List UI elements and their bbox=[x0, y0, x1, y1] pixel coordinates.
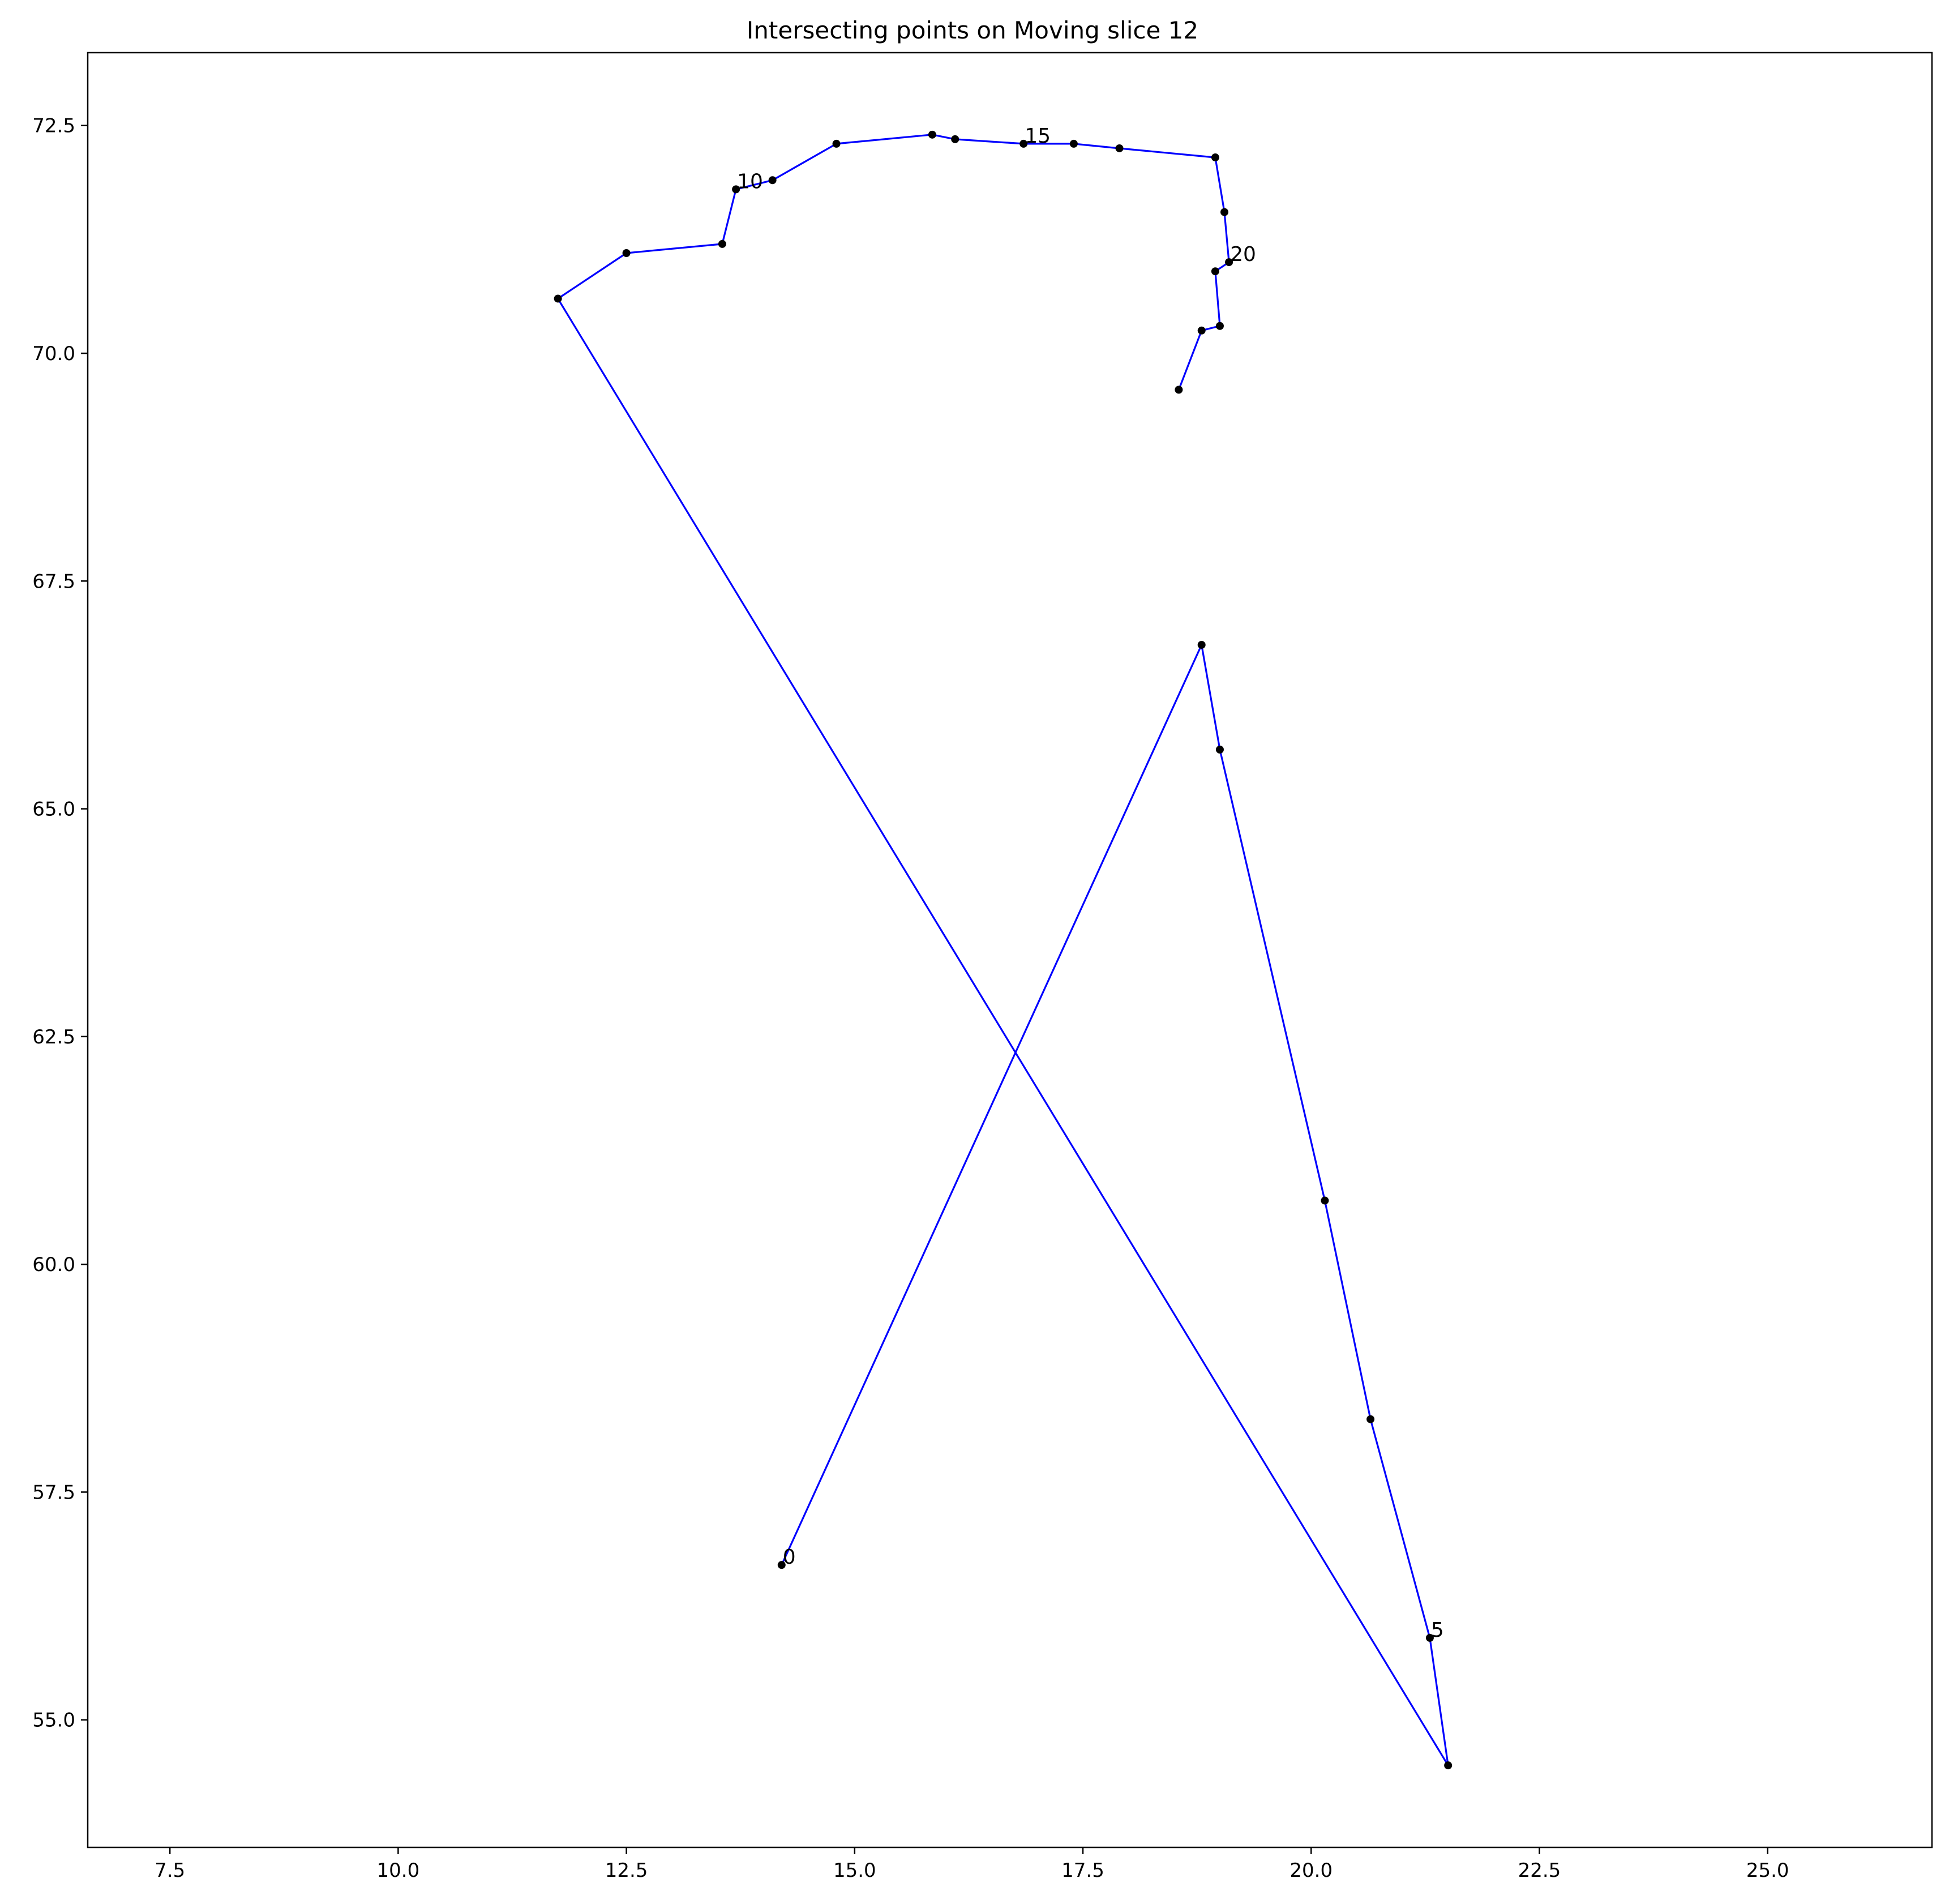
x-tick-label: 12.5 bbox=[605, 1859, 648, 1882]
point-label: 10 bbox=[737, 170, 763, 193]
data-point bbox=[768, 176, 777, 185]
data-point bbox=[1175, 386, 1183, 394]
data-point bbox=[832, 139, 841, 148]
data-point bbox=[1069, 139, 1078, 148]
data-point bbox=[951, 135, 959, 143]
point-labels: 0 5 10 15 20 bbox=[737, 125, 1444, 1642]
series-polyline bbox=[556, 134, 1449, 1766]
y-tick-label: 67.5 bbox=[32, 570, 75, 593]
data-point bbox=[1366, 1415, 1375, 1423]
point-label: 0 bbox=[783, 1546, 796, 1569]
data-point bbox=[1197, 640, 1206, 649]
data-point bbox=[1115, 144, 1124, 152]
data-point bbox=[777, 1561, 786, 1569]
data-point bbox=[554, 294, 562, 303]
data-point bbox=[718, 239, 726, 248]
y-tick-label: 70.0 bbox=[32, 343, 75, 365]
point-label: 15 bbox=[1025, 125, 1051, 148]
y-tick-label: 60.0 bbox=[32, 1253, 75, 1276]
plot-frame bbox=[87, 52, 1933, 1849]
x-tick-label: 20.0 bbox=[1289, 1859, 1333, 1882]
data-point bbox=[1444, 1761, 1453, 1770]
series-line bbox=[556, 134, 1449, 1766]
y-tick-label: 57.5 bbox=[32, 1481, 75, 1504]
chart-title: Intersecting points on Moving slice 12 bbox=[747, 16, 1198, 44]
y-tick-label: 55.0 bbox=[32, 1709, 75, 1732]
x-tick-label: 7.5 bbox=[155, 1859, 185, 1882]
data-point bbox=[1425, 1633, 1434, 1642]
data-point bbox=[928, 130, 936, 139]
data-points bbox=[554, 130, 1453, 1770]
data-point bbox=[1215, 745, 1224, 754]
y-tick-label: 65.0 bbox=[32, 798, 75, 821]
data-point bbox=[1019, 139, 1028, 148]
data-point bbox=[1215, 322, 1224, 330]
point-label: 20 bbox=[1230, 243, 1256, 266]
x-axis: 7.5 10.0 12.5 15.0 17.5 20.0 22.5 25.0 bbox=[155, 1847, 1789, 1882]
data-point bbox=[1211, 267, 1219, 276]
x-tick-label: 15.0 bbox=[833, 1859, 876, 1882]
x-tick-label: 17.5 bbox=[1061, 1859, 1104, 1882]
x-tick-label: 22.5 bbox=[1518, 1859, 1561, 1882]
data-point bbox=[1321, 1196, 1329, 1205]
x-tick-label: 10.0 bbox=[377, 1859, 420, 1882]
y-tick-label: 62.5 bbox=[32, 1026, 75, 1049]
x-tick-label: 25.0 bbox=[1746, 1859, 1789, 1882]
y-tick-label: 72.5 bbox=[32, 115, 75, 138]
point-label: 5 bbox=[1431, 1619, 1444, 1642]
y-axis: 55.0 57.5 60.0 62.5 65.0 67.5 70.0 72.5 bbox=[32, 115, 88, 1732]
data-point bbox=[732, 185, 740, 194]
data-point bbox=[622, 249, 631, 258]
data-point bbox=[1220, 208, 1229, 216]
data-point bbox=[1197, 326, 1206, 335]
data-point bbox=[1211, 153, 1219, 162]
data-point bbox=[1225, 258, 1233, 267]
